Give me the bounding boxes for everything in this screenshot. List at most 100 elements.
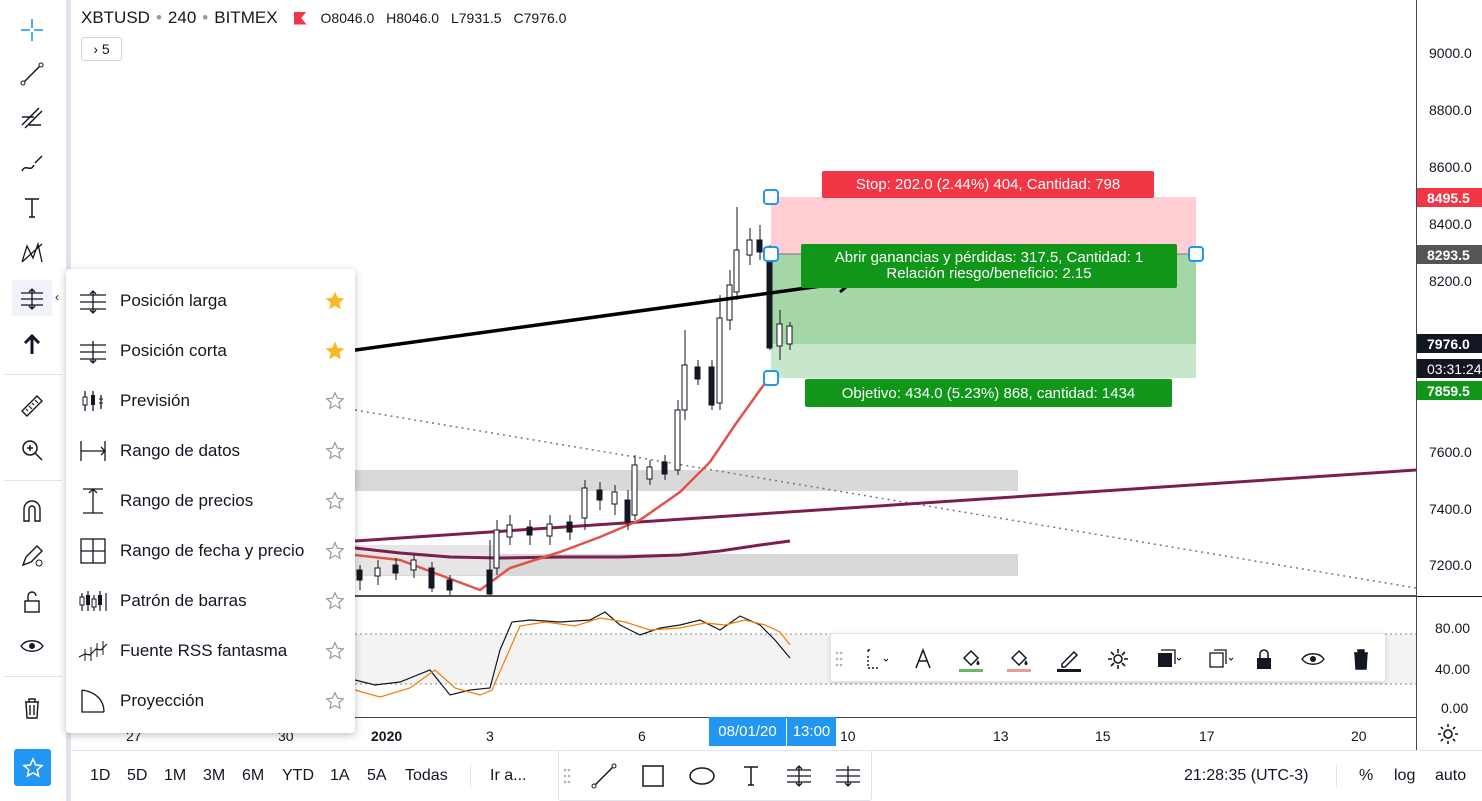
star-outline-icon[interactable] bbox=[324, 390, 346, 412]
menu-item-label: Proyección bbox=[120, 691, 205, 710]
crosshair-time-label: 13:00 bbox=[787, 717, 836, 746]
gear-icon[interactable] bbox=[1436, 722, 1460, 746]
stay-in-draw-icon[interactable] bbox=[12, 538, 52, 574]
trendline-icon[interactable] bbox=[587, 759, 621, 793]
range-1d-button[interactable]: 1D bbox=[90, 767, 111, 784]
range-1a-button[interactable]: 1A bbox=[330, 767, 350, 784]
menu-item-projection[interactable]: Proyección bbox=[66, 676, 355, 726]
fib-tool[interactable] bbox=[12, 100, 52, 136]
menu-item-label: Patrón de barras bbox=[120, 591, 247, 610]
stoch-d bbox=[354, 617, 791, 698]
ohlc-values: O8046.0 H8046.0 L7931.5 C7976.0 bbox=[321, 10, 575, 26]
handle-stop[interactable] bbox=[763, 189, 779, 205]
handle-target[interactable] bbox=[763, 370, 779, 386]
fill-profit-icon[interactable] bbox=[953, 641, 989, 677]
range-5d-button[interactable]: 5D bbox=[127, 767, 148, 784]
menu-item-date-price-range[interactable]: Rango de fecha y precio bbox=[66, 526, 355, 576]
symbol-name[interactable]: XBTUSD bbox=[81, 8, 150, 27]
target-zone-light[interactable] bbox=[771, 344, 1196, 378]
zone-lower[interactable] bbox=[355, 554, 1018, 576]
price-tick: 7400.0 bbox=[1429, 501, 1472, 517]
crosshair-tool[interactable] bbox=[12, 12, 52, 48]
star-outline-icon[interactable] bbox=[324, 640, 346, 662]
trendline-tool[interactable] bbox=[12, 56, 52, 92]
arrow-line[interactable] bbox=[311, 280, 851, 358]
price-tick: 8400.0 bbox=[1429, 216, 1472, 232]
magnet-icon[interactable] bbox=[12, 493, 52, 529]
handle-width[interactable] bbox=[1188, 246, 1204, 262]
text-color-icon[interactable] bbox=[905, 641, 941, 677]
eye-icon[interactable] bbox=[12, 628, 52, 664]
percent-toggle[interactable]: % bbox=[1359, 767, 1374, 784]
menu-item-date-range[interactable]: Rango de datos bbox=[66, 426, 355, 476]
ghost-feed-icon bbox=[76, 634, 110, 668]
date-range-icon bbox=[76, 434, 110, 468]
stop-label[interactable]: Stop: 202.0 (2.44%) 404, Cantidad: 798 bbox=[822, 171, 1154, 198]
ellipse-icon[interactable] bbox=[685, 759, 719, 793]
prediction-tool[interactable]: ‹ bbox=[12, 280, 59, 316]
indicators-toggle-button[interactable]: › 5 bbox=[81, 37, 122, 61]
rectangle-icon[interactable] bbox=[636, 759, 670, 793]
pattern-tool[interactable] bbox=[12, 235, 52, 271]
drawing-properties-toolbar bbox=[830, 633, 1386, 682]
line-color-icon[interactable] bbox=[1051, 641, 1087, 677]
menu-item-label: Previsión bbox=[120, 391, 190, 410]
range-5a-button[interactable]: 5A bbox=[367, 767, 387, 784]
range-ytd-button[interactable]: YTD bbox=[282, 767, 314, 784]
ruler-icon[interactable] bbox=[12, 388, 52, 424]
handle-entry[interactable] bbox=[763, 246, 779, 262]
layers-icon[interactable] bbox=[1145, 641, 1189, 677]
zone-upper[interactable] bbox=[355, 470, 1018, 491]
menu-item-price-range[interactable]: Rango de precios bbox=[66, 476, 355, 526]
range-1m-button[interactable]: 1M bbox=[164, 767, 187, 784]
pnl-label[interactable]: Abrir ganancias y pérdidas: 317.5, Canti… bbox=[801, 244, 1177, 288]
menu-item-ghost-feed[interactable]: Fuente RSS fantasma bbox=[66, 626, 355, 676]
target-label[interactable]: Objetivo: 434.0 (5.23%) 868, cantidad: 1… bbox=[805, 379, 1172, 407]
delete-trash-icon[interactable] bbox=[1343, 641, 1379, 677]
star-filled-icon[interactable] bbox=[324, 340, 346, 362]
text-tool[interactable] bbox=[12, 190, 52, 226]
favorite-drawings-bar bbox=[558, 750, 872, 801]
menu-item-forecast[interactable]: Previsión bbox=[66, 376, 355, 426]
short-position-icon[interactable] bbox=[831, 759, 865, 793]
settings-gear-icon[interactable] bbox=[1100, 641, 1136, 677]
price-tick: 9000.0 bbox=[1429, 45, 1472, 61]
brush-tool[interactable] bbox=[12, 146, 52, 182]
fill-loss-icon[interactable] bbox=[1001, 641, 1037, 677]
interval[interactable]: 240 bbox=[167, 8, 197, 27]
auto-toggle[interactable]: auto bbox=[1435, 767, 1467, 784]
goto-date-button[interactable]: Ir a... bbox=[490, 767, 527, 784]
menu-item-long-position[interactable]: Posición larga bbox=[66, 276, 355, 326]
clone-icon[interactable] bbox=[1197, 641, 1241, 677]
star-outline-icon[interactable] bbox=[324, 540, 346, 562]
star-filled-icon[interactable] bbox=[324, 290, 346, 312]
range-all-button[interactable]: Todas bbox=[405, 767, 448, 784]
drag-handle-icon[interactable] bbox=[559, 759, 575, 793]
arrow-up-icon[interactable] bbox=[12, 326, 52, 362]
price-tick: 7600.0 bbox=[1429, 444, 1472, 460]
templates-icon[interactable] bbox=[855, 641, 899, 677]
drag-handle-icon[interactable] bbox=[831, 641, 847, 677]
range-6m-button[interactable]: 6M bbox=[242, 767, 265, 784]
long-position-icon[interactable] bbox=[782, 759, 816, 793]
menu-item-short-position[interactable]: Posición corta bbox=[66, 326, 355, 376]
time-tick: 3 bbox=[486, 728, 494, 744]
menu-item-bars-pattern[interactable]: Patrón de barras bbox=[66, 576, 355, 626]
text-icon[interactable] bbox=[734, 759, 768, 793]
zoom-in-icon[interactable] bbox=[12, 432, 52, 468]
log-toggle[interactable]: log bbox=[1394, 767, 1416, 784]
lock-open-icon[interactable] bbox=[12, 584, 52, 620]
chart-header: XBTUSD • 240 • BITMEX O8046.0 H8046.0 L7… bbox=[81, 7, 574, 29]
range-3m-button[interactable]: 3M bbox=[203, 767, 226, 784]
lock-icon[interactable] bbox=[1246, 641, 1282, 677]
clock-timezone[interactable]: 21:28:35 (UTC-3) bbox=[1184, 767, 1309, 784]
star-outline-icon[interactable] bbox=[324, 690, 346, 712]
flag-icon[interactable] bbox=[293, 11, 307, 25]
favorites-star-icon[interactable] bbox=[14, 749, 51, 786]
stoch-k bbox=[354, 611, 791, 696]
trash-icon[interactable] bbox=[12, 690, 52, 726]
star-outline-icon[interactable] bbox=[324, 590, 346, 612]
visibility-eye-icon[interactable] bbox=[1295, 641, 1331, 677]
star-outline-icon[interactable] bbox=[324, 490, 346, 512]
star-outline-icon[interactable] bbox=[324, 440, 346, 462]
